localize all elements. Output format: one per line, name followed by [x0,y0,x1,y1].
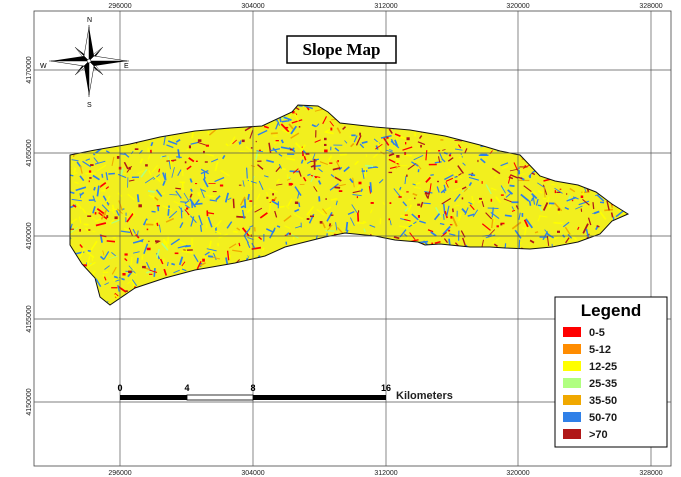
title-text: Slope Map [303,40,381,59]
title-box [286,35,397,64]
legend-swatch [563,361,581,371]
x-tick-top: 320000 [506,3,529,10]
scale-tick-4: 4 [184,383,189,393]
x-tick-bottom: 320000 [506,470,529,477]
x-tick-bottom: 312000 [374,470,397,477]
scale-segment-2 [186,394,254,401]
x-tick-bottom: 304000 [241,470,264,477]
legend-label: >70 [589,429,608,441]
y-ticks-left: 4170000 4165000 4160000 4155000 4150000 [26,56,33,415]
legend-swatch [563,344,581,354]
scale-unit-label: Kilometers [396,390,453,402]
compass-w: W [40,63,47,70]
scale-segment-3 [253,395,386,400]
scale-bar: 0 4 8 16 Kilometers [117,383,452,402]
legend-label: 12-25 [589,361,617,373]
region-outline [69,104,630,306]
legend-swatch [563,412,581,422]
scale-tick-8: 8 [250,383,255,393]
legend: Legend 0-5 5-12 12-25 25-35 35-50 50-70 >70 [554,296,668,448]
north-arrow-compass-rose-icon: N S E W [40,17,129,109]
scale-segment-1 [120,395,187,400]
y-tick-left: 4165000 [26,139,33,166]
legend-title: Legend [581,301,641,320]
legend-swatch [563,327,581,337]
compass-e: E [124,63,129,70]
x-tick-top: 312000 [374,3,397,10]
x-ticks-bottom: 296000 304000 312000 320000 328000 [108,470,662,477]
y-tick-left: 4170000 [26,56,33,83]
x-tick-bottom: 296000 [108,470,131,477]
x-tick-top: 328000 [639,3,662,10]
map-title: Slope Map [286,35,397,64]
x-tick-top: 296000 [108,3,131,10]
compass-n: N [87,17,92,24]
scale-tick-16: 16 [381,383,391,393]
legend-label: 50-70 [589,412,617,424]
y-tick-left: 4160000 [26,222,33,249]
compass-s: S [87,102,92,109]
scale-tick-0: 0 [117,383,122,393]
graticule [34,11,671,466]
legend-label: 25-35 [589,378,617,390]
y-tick-left: 4155000 [26,305,33,332]
legend-swatch [563,378,581,388]
legend-swatch [563,429,581,439]
legend-label: 35-50 [589,395,617,407]
y-tick-left: 4150000 [26,388,33,415]
x-ticks-top: 296000 304000 312000 320000 328000 [108,3,662,10]
x-tick-top: 304000 [241,3,264,10]
legend-swatch [563,395,581,405]
legend-items: 0-5 5-12 12-25 25-35 35-50 50-70 >70 [563,327,617,441]
legend-label: 0-5 [589,327,605,339]
legend-label: 5-12 [589,344,611,356]
x-tick-bottom: 328000 [639,470,662,477]
